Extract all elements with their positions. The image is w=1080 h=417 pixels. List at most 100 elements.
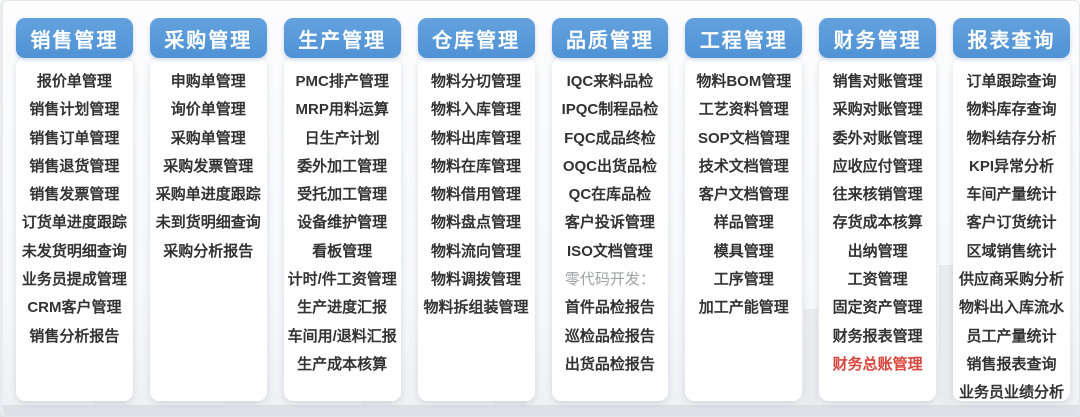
menu-item[interactable]: ISO文档管理 <box>567 242 653 260</box>
module-panel: PMC排产管理 MRP用料运算 日生产计划委外加工管理 受托加工管理 设备维护管理 看板管… <box>283 58 401 401</box>
column-title: 采购管理 <box>164 29 253 52</box>
menu-item[interactable]: 物料结存分析 <box>966 129 1057 147</box>
background-building-shape <box>804 309 818 405</box>
menu-item[interactable]: 应收应付管理 <box>832 157 923 175</box>
menu-item[interactable]: 订货单进度跟踪 <box>21 214 127 232</box>
column-header-tab[interactable]: 报表查询 <box>953 18 1070 58</box>
menu-item[interactable]: IQC来料品检 <box>566 73 654 90</box>
module-column: 工程管理物料BOM管理 工艺资料管理 SOP文档管理 技术文档管理 客户文档管理 样品管理… <box>685 18 803 401</box>
menu-item[interactable]: FQC成品终检 <box>564 129 656 147</box>
menu-item[interactable]: 采购单进度跟踪 <box>155 186 261 204</box>
menu-item[interactable]: 设备维护管理 <box>297 214 388 232</box>
menu-item[interactable]: 计时/件工资管理 <box>287 271 397 289</box>
menu-item[interactable]: 加工产能管理 <box>698 299 789 317</box>
column-header-tab[interactable]: 销售管理 <box>16 18 133 58</box>
menu-item[interactable]: 日生产计划 <box>304 129 380 147</box>
menu-item[interactable]: 出货品检报告 <box>564 355 655 373</box>
menu-item[interactable]: 物料分切管理 <box>431 73 522 90</box>
menu-item[interactable]: 受托加工管理 <box>297 186 388 204</box>
menu-item[interactable]: 生产进度汇报 <box>297 299 388 317</box>
menu-item[interactable]: 销售分析报告 <box>29 327 120 345</box>
menu-item[interactable]: 客户文档管理 <box>698 186 789 204</box>
menu-item[interactable]: 工序管理 <box>713 271 774 289</box>
menu-item[interactable]: 首件品检报告 <box>564 299 655 317</box>
menu-item[interactable]: 物料出入库流水 <box>959 299 1065 317</box>
menu-item[interactable]: 物料在库管理 <box>431 157 522 175</box>
menu-item[interactable]: KPI异常分析 <box>969 157 1055 175</box>
menu-item[interactable]: 物料借用管理 <box>431 186 522 204</box>
menu-item[interactable]: QC在库品检 <box>568 186 652 204</box>
column-header-tab[interactable]: 采购管理 <box>149 18 267 58</box>
column-header-tab[interactable]: 品质管理 <box>551 18 669 58</box>
menu-item[interactable]: 业务员提成管理 <box>21 271 127 289</box>
menu-item[interactable]: 车间产量统计 <box>966 186 1057 204</box>
menu-item[interactable]: 采购对账管理 <box>832 101 923 119</box>
menu-item[interactable]: 物料调拨管理 <box>431 271 522 289</box>
menu-item[interactable]: 报价单管理 <box>36 73 112 90</box>
section-label: 零代码开发： <box>564 271 655 289</box>
menu-item[interactable]: 采购单管理 <box>170 129 246 147</box>
menu-item[interactable]: 未到货明细查询 <box>155 214 261 232</box>
menu-item[interactable]: 财务报表管理 <box>832 327 923 345</box>
menu-item[interactable]: 财务总账管理 <box>832 355 923 373</box>
menu-item[interactable]: 往来核销管理 <box>832 186 923 204</box>
menu-item[interactable]: SOP文档管理 <box>697 129 790 147</box>
menu-item[interactable]: 工艺资料管理 <box>698 101 789 119</box>
menu-item[interactable]: MRP用料运算 <box>295 101 389 119</box>
menu-item[interactable]: 技术文档管理 <box>698 157 789 175</box>
menu-item[interactable]: 委外对账管理 <box>832 129 923 147</box>
menu-item[interactable]: 销售发票管理 <box>29 186 120 204</box>
menu-item[interactable]: 物料库存查询 <box>966 101 1057 119</box>
bottom-strip <box>0 405 1080 417</box>
columns-grid: 销售管理报价单管理销售计划管理 销售订单管理 销售退货管理 销售发票管理 订货单进度跟踪… <box>16 18 1070 401</box>
menu-item[interactable]: 未发货明细查询 <box>21 242 127 260</box>
menu-item[interactable]: 出纳管理 <box>847 242 908 260</box>
column-title: 财务管理 <box>833 29 922 52</box>
column-header-tab[interactable]: 仓库管理 <box>417 18 535 58</box>
menu-item[interactable]: 委外加工管理 <box>297 157 388 175</box>
menu-item[interactable]: 员工产量统计 <box>966 327 1057 345</box>
menu-item[interactable]: 工资管理 <box>847 271 908 289</box>
menu-item[interactable]: 采购分析报告 <box>163 242 254 260</box>
column-header-tab[interactable]: 财务管理 <box>819 18 937 58</box>
menu-item[interactable]: 车间用/退料汇报 <box>287 327 397 345</box>
menu-item[interactable]: 销售订单管理 <box>29 129 120 147</box>
menu-item[interactable]: 订单跟踪查询 <box>966 73 1057 90</box>
menu-item[interactable]: 区域销售统计 <box>966 242 1057 260</box>
menu-item[interactable]: 申购单管理 <box>170 73 246 90</box>
menu-item[interactable]: 销售计划管理 <box>29 101 120 119</box>
menu-item[interactable]: 物料入库管理 <box>431 101 522 119</box>
background-building-shape <box>362 397 392 405</box>
menu-item[interactable]: 物料出库管理 <box>431 129 522 147</box>
menu-item[interactable]: 存货成本核算 <box>832 214 923 232</box>
menu-item[interactable]: 销售退货管理 <box>29 157 120 175</box>
menu-item[interactable]: 生产成本核算 <box>297 355 388 373</box>
menu-item[interactable]: 销售对账管理 <box>832 73 923 90</box>
menu-item[interactable]: 客户订货统计 <box>966 214 1057 232</box>
module-column: 财务管理销售对账管理 采购对账管理 委外对账管理 应收应付管理 往来核销管理 存货成本核算… <box>819 18 937 401</box>
menu-item[interactable]: 物料流向管理 <box>431 242 522 260</box>
menu-item[interactable]: 样品管理 <box>713 214 774 232</box>
menu-item[interactable]: OQC出货品检 <box>562 157 658 175</box>
menu-item[interactable]: 巡检品检报告 <box>564 327 655 345</box>
menu-item[interactable]: 物料盘点管理 <box>431 214 522 232</box>
menu-item[interactable]: IPQC制程品检 <box>561 101 659 119</box>
menu-item[interactable]: 业务员业绩分析 <box>959 384 1065 402</box>
menu-item[interactable]: PMC排产管理 <box>295 73 389 90</box>
menu-item[interactable]: 物料BOM管理 <box>696 73 792 90</box>
menu-item[interactable]: 模具管理 <box>713 242 774 260</box>
menu-item[interactable]: 看板管理 <box>312 242 373 260</box>
menu-item[interactable]: 客户投诉管理 <box>564 214 655 232</box>
column-title: 工程管理 <box>699 29 788 52</box>
menu-item[interactable]: 销售报表查询 <box>966 355 1057 373</box>
menu-item[interactable]: 固定资产管理 <box>832 299 923 317</box>
column-header-tab[interactable]: 工程管理 <box>685 18 803 58</box>
menu-item[interactable]: 采购发票管理 <box>163 157 254 175</box>
menu-item[interactable]: CRM客户管理 <box>27 299 122 317</box>
column-header-tab[interactable]: 生产管理 <box>283 18 401 58</box>
module-panel: 物料BOM管理 工艺资料管理 SOP文档管理 技术文档管理 客户文档管理 样品管理模具管理… <box>685 58 803 401</box>
menu-item[interactable]: 供应商采购分析 <box>959 271 1065 289</box>
menu-item[interactable]: 物料拆组装管理 <box>423 299 529 317</box>
module-panel: 销售对账管理 采购对账管理 委外对账管理 应收应付管理 往来核销管理 存货成本核算 出纳管理… <box>819 58 937 401</box>
menu-item[interactable]: 询价单管理 <box>170 101 246 119</box>
